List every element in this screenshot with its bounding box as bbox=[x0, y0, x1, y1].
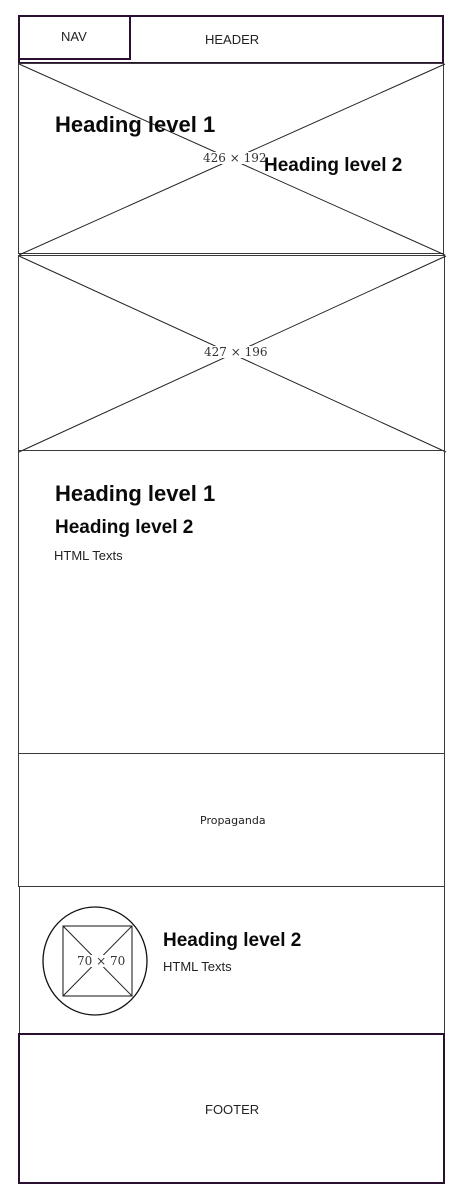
content-heading-2: Heading level 2 bbox=[55, 517, 194, 538]
nav-box[interactable] bbox=[18, 15, 131, 60]
nav-label: NAV bbox=[61, 29, 87, 44]
content-heading-1: Heading level 1 bbox=[55, 481, 216, 506]
footer-label: FOOTER bbox=[205, 1102, 260, 1117]
propaganda-label: Propaganda bbox=[200, 814, 266, 827]
banner-image-size: 427 × 196 bbox=[202, 345, 270, 359]
hero-heading-1: Heading level 1 bbox=[55, 112, 216, 137]
content-text: HTML Texts bbox=[54, 548, 123, 563]
hero-heading-2: Heading level 2 bbox=[264, 155, 403, 176]
header-label: HEADER bbox=[205, 32, 260, 47]
profile-text: HTML Texts bbox=[163, 959, 232, 974]
footer bbox=[18, 1033, 445, 1184]
avatar-size: 70 × 70 bbox=[75, 954, 128, 968]
profile-heading-2: Heading level 2 bbox=[163, 930, 302, 951]
hero-image-size: 426 × 192 bbox=[201, 151, 269, 165]
